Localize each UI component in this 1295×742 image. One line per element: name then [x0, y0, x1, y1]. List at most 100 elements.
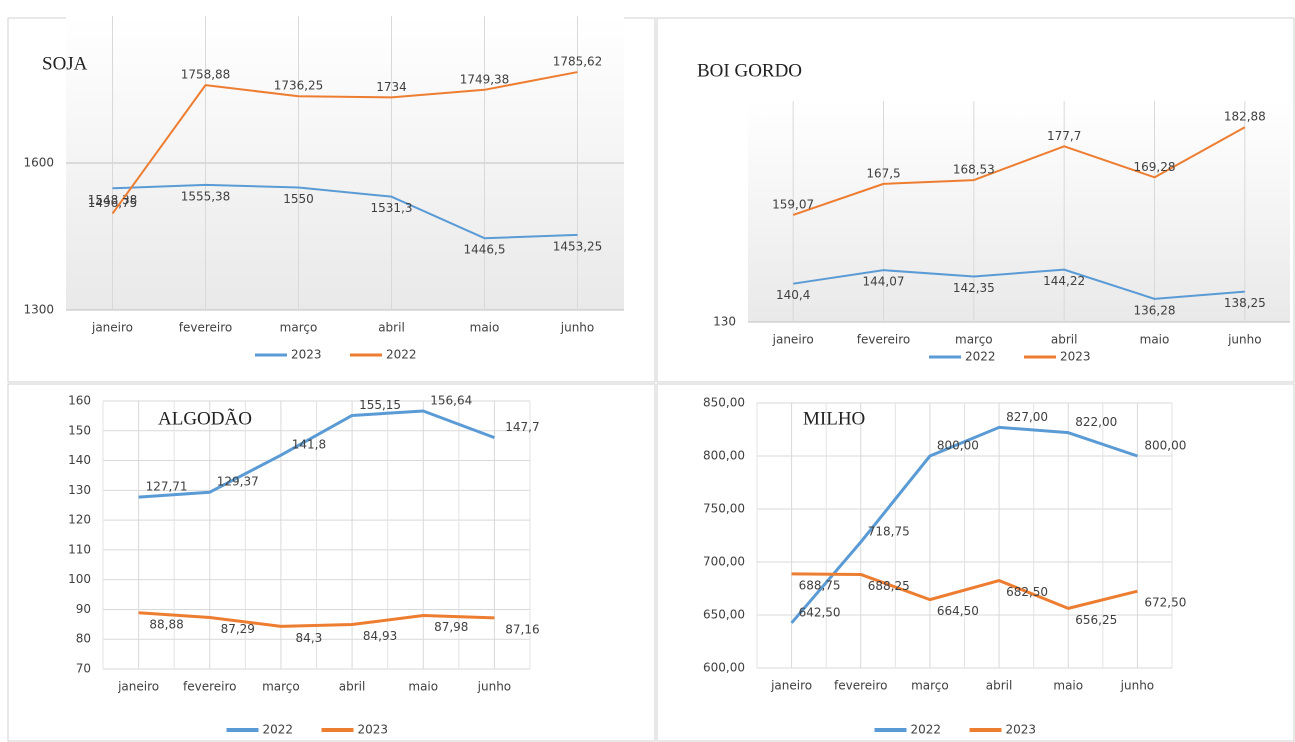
panel: [7, 383, 656, 742]
y-tick-label: 150: [68, 423, 91, 437]
series-line: [790, 425, 1138, 624]
legend-label: 2023: [358, 723, 389, 737]
x-tick-label: fevereiro: [834, 679, 888, 693]
y-tick-label: 110: [68, 542, 91, 556]
data-label: 168,53: [953, 163, 995, 177]
y-tick-label: 1600: [23, 156, 54, 170]
x-tick-label: abril: [378, 321, 405, 335]
y-tick-label: 1300: [23, 303, 54, 317]
series-line: [791, 572, 1138, 610]
series-line: [138, 409, 495, 499]
series-line: [112, 183, 578, 240]
y-tick-label: 130: [713, 315, 736, 329]
data-label: 1531,3: [371, 201, 413, 215]
data-label: 718,75: [868, 525, 910, 539]
y-tick-label: 700,00: [703, 555, 745, 569]
y-tick-label: 160: [68, 394, 91, 408]
data-label: 144,07: [863, 275, 905, 289]
chart-title: SOJA: [42, 53, 88, 74]
chart-title: BOI GORDO: [697, 60, 802, 81]
data-label: 656,25: [1075, 613, 1117, 627]
data-label: 1758,88: [181, 68, 231, 82]
y-tick-label: 120: [68, 513, 91, 527]
x-tick-label: janeiro: [91, 321, 133, 335]
plot-area: [748, 101, 1290, 322]
data-label: 664,50: [937, 604, 979, 618]
legend-label: 2023: [1060, 350, 1091, 364]
x-tick-label: junho: [1120, 679, 1155, 693]
data-label: 1736,25: [274, 79, 324, 93]
x-tick-label: março: [280, 321, 318, 335]
data-label: 1785,62: [553, 55, 603, 69]
y-tick-label: 600,00: [703, 661, 745, 675]
y-tick-label: 850,00: [703, 396, 745, 410]
data-label: 682,50: [1006, 585, 1048, 599]
x-tick-label: março: [911, 679, 949, 693]
x-tick-label: fevereiro: [183, 680, 237, 694]
data-label: 129,37: [217, 475, 259, 489]
y-tick-label: 650,00: [703, 608, 745, 622]
series-line: [111, 71, 578, 215]
legend-label: 2023: [291, 348, 322, 362]
y-tick-label: 70: [76, 662, 91, 676]
data-label: 688,75: [799, 578, 841, 592]
legend-label: 2022: [965, 350, 996, 364]
legend-label: 2023: [1006, 723, 1037, 737]
series-line: [793, 268, 1245, 300]
data-label: 155,15: [359, 398, 401, 412]
data-label: 827,00: [1006, 410, 1048, 424]
y-tick-label: 140: [68, 453, 91, 467]
x-tick-label: abril: [986, 679, 1013, 693]
data-label: 84,3: [296, 631, 323, 645]
data-label: 142,35: [953, 281, 995, 295]
data-label: 800,00: [1144, 439, 1186, 453]
x-tick-label: abril: [339, 680, 366, 694]
data-label: 1555,38: [181, 189, 231, 203]
data-label: 1453,25: [553, 239, 603, 253]
data-label: 87,98: [434, 620, 468, 634]
y-tick-label: 130: [68, 483, 91, 497]
x-tick-label: janeiro: [770, 679, 812, 693]
y-tick-label: 100: [68, 572, 91, 586]
data-label: 182,88: [1224, 110, 1266, 124]
x-tick-label: fevereiro: [857, 333, 911, 347]
x-tick-label: junho: [477, 680, 512, 694]
x-tick-label: junho: [560, 321, 595, 335]
x-tick-label: março: [955, 333, 993, 347]
data-label: 1550: [283, 192, 314, 206]
data-label: 672,50: [1144, 596, 1186, 610]
y-tick-label: 750,00: [703, 502, 745, 516]
legend-label: 2022: [263, 723, 294, 737]
data-label: 800,00: [937, 439, 979, 453]
data-label: 84,93: [363, 629, 397, 643]
data-label: 87,16: [505, 622, 539, 636]
legend-label: 2022: [911, 723, 942, 737]
x-tick-label: junho: [1227, 333, 1262, 347]
data-label: 167,5: [866, 166, 900, 180]
data-label: 159,07: [772, 197, 814, 211]
data-label: 688,25: [868, 579, 910, 593]
chart-title: MILHO: [803, 408, 865, 429]
data-label: 140,4: [776, 288, 810, 302]
chart-title: ALGODÃO: [158, 407, 252, 429]
data-label: 1734: [376, 80, 407, 94]
legend-label: 2022: [386, 348, 417, 362]
data-label: 127,71: [146, 480, 188, 494]
data-label: 169,28: [1134, 160, 1176, 174]
data-label: 1749,38: [460, 72, 510, 86]
x-tick-label: fevereiro: [179, 321, 233, 335]
y-tick-label: 90: [76, 602, 91, 616]
data-label: 144,22: [1043, 274, 1085, 288]
x-tick-label: janeiro: [117, 680, 159, 694]
x-tick-label: março: [262, 680, 300, 694]
x-tick-label: janeiro: [772, 333, 814, 347]
data-label: 138,25: [1224, 296, 1266, 310]
data-label: 147,7: [505, 420, 539, 434]
data-label: 642,50: [799, 605, 841, 619]
x-tick-label: maio: [408, 680, 438, 694]
series-line: [138, 611, 495, 628]
data-label: 141,8: [292, 438, 326, 452]
y-tick-label: 800,00: [703, 449, 745, 463]
series-line: [792, 126, 1246, 216]
